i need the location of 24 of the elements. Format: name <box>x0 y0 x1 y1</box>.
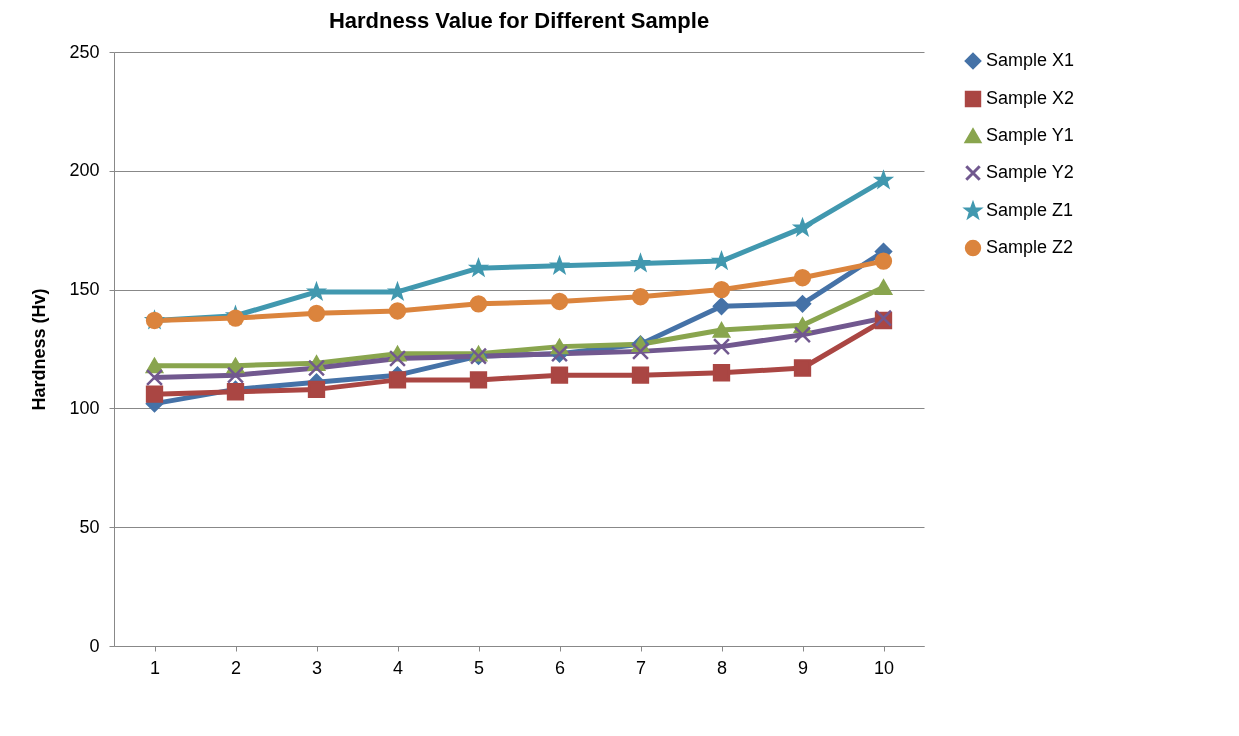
y-axis-title: Hardness (Hv) <box>29 288 50 411</box>
x-tick-label: 6 <box>554 657 566 678</box>
y-tick-label: 200 <box>69 160 100 181</box>
x-tick-label: 4 <box>392 657 404 678</box>
x-tick-label: 1 <box>149 657 161 678</box>
x-tick-label: 2 <box>230 657 242 678</box>
legend-label: Sample X1 <box>986 50 1075 70</box>
y-tick-label: 150 <box>69 279 100 300</box>
y-tick-label: 100 <box>69 397 100 418</box>
legend-label: Sample Z2 <box>986 237 1074 257</box>
legend-label: Sample X2 <box>986 88 1075 108</box>
legend-label: Sample Z1 <box>986 200 1074 220</box>
x-tick-label: 3 <box>311 657 323 678</box>
y-tick-label: 50 <box>79 516 100 537</box>
x-tick-label: 5 <box>473 657 485 678</box>
y-tick-label: 0 <box>89 635 100 656</box>
x-tick-label: 9 <box>797 657 809 678</box>
x-tick-label: 7 <box>635 657 647 678</box>
x-tick-label: 10 <box>873 657 895 678</box>
legend-label: Sample Y2 <box>986 162 1074 182</box>
y-tick-label: 250 <box>69 41 100 62</box>
x-tick-label: 8 <box>716 657 728 678</box>
legend-label: Sample Y1 <box>986 125 1074 145</box>
chart-title: Hardness Value for Different Sample <box>328 8 710 33</box>
